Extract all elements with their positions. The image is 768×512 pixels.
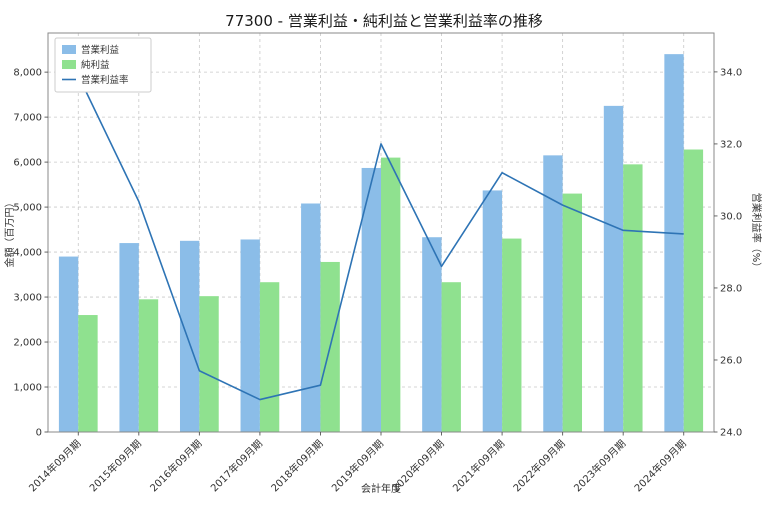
bar bbox=[179, 240, 200, 432]
bar bbox=[240, 239, 260, 432]
legend-swatch bbox=[62, 60, 76, 69]
x-tick-label: 2023年09月期 bbox=[571, 437, 628, 494]
y-right-tick-label: 30.0 bbox=[720, 211, 742, 222]
x-tick-label: 2014年09月期 bbox=[26, 437, 83, 494]
bar bbox=[78, 315, 98, 432]
bar bbox=[482, 190, 503, 432]
bar-series-0 bbox=[58, 54, 684, 433]
x-tick-label: 2021年09月期 bbox=[450, 437, 507, 494]
bar bbox=[683, 149, 704, 432]
x-tick-label: 2022年09月期 bbox=[510, 437, 567, 494]
bar bbox=[199, 296, 219, 432]
y-right-tick-label: 26.0 bbox=[720, 355, 742, 366]
y-left-tick-label: 0 bbox=[36, 428, 42, 439]
y-left-tick-label: 6,000 bbox=[13, 158, 42, 169]
y-right-tick-label: 34.0 bbox=[720, 67, 742, 78]
y-left-tick-label: 2,000 bbox=[13, 338, 42, 349]
x-tick-label: 2018年09月期 bbox=[268, 437, 325, 494]
bar bbox=[664, 54, 684, 432]
y-left-tick-label: 5,000 bbox=[13, 203, 42, 214]
bar bbox=[422, 237, 442, 432]
x-tick-label: 2016年09月期 bbox=[147, 437, 204, 494]
y-right-tick-label: 24.0 bbox=[720, 428, 742, 439]
y-right-tick-label: 28.0 bbox=[720, 283, 742, 294]
y-left-tick-label: 1,000 bbox=[13, 383, 42, 394]
axis-ticks bbox=[44, 71, 718, 436]
y-left-tick-label: 7,000 bbox=[13, 113, 42, 124]
y-axis-label-right: 営業利益率（%） bbox=[750, 193, 763, 273]
legend-swatch bbox=[62, 45, 76, 54]
x-tick-label: 2015年09月期 bbox=[87, 437, 144, 494]
legend-label: 営業利益 bbox=[81, 44, 120, 56]
y-left-tick-label: 4,000 bbox=[13, 248, 42, 259]
bar bbox=[543, 155, 563, 432]
x-tick-label: 2017年09月期 bbox=[208, 437, 265, 494]
y-axis-label-left: 金額（百万円） bbox=[3, 198, 16, 268]
bar bbox=[58, 256, 79, 432]
y-left-tick-label: 8,000 bbox=[13, 68, 42, 79]
bar bbox=[381, 157, 401, 432]
bar bbox=[562, 193, 583, 432]
bar bbox=[301, 203, 321, 432]
bar bbox=[623, 164, 643, 432]
legend-label: 営業利益率 bbox=[81, 74, 129, 86]
bar bbox=[603, 105, 624, 433]
y-right-tick-label: 32.0 bbox=[720, 139, 742, 150]
bar-series-1 bbox=[78, 149, 704, 432]
bar bbox=[119, 243, 139, 432]
legend-label: 純利益 bbox=[81, 59, 110, 71]
bar bbox=[441, 282, 461, 432]
chart-title: 77300 - 営業利益・純利益と営業利益率の推移 bbox=[225, 12, 543, 30]
bar bbox=[502, 238, 522, 432]
x-tick-label: 2024年09月期 bbox=[631, 437, 688, 494]
line-series bbox=[77, 75, 684, 401]
y-left-tick-label: 3,000 bbox=[13, 293, 42, 304]
x-axis-label: 会計年度 bbox=[361, 482, 401, 495]
bar bbox=[259, 282, 280, 432]
bar bbox=[138, 299, 159, 432]
bar bbox=[361, 167, 381, 432]
